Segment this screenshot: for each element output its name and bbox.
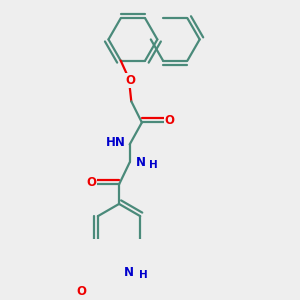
Text: H: H — [139, 270, 147, 280]
Text: O: O — [165, 114, 175, 128]
Text: O: O — [86, 176, 96, 189]
Text: O: O — [125, 74, 136, 87]
Text: H: H — [149, 160, 158, 170]
Text: HN: HN — [106, 136, 126, 149]
Text: N: N — [124, 266, 134, 279]
Text: O: O — [76, 285, 87, 298]
Text: N: N — [136, 156, 146, 169]
